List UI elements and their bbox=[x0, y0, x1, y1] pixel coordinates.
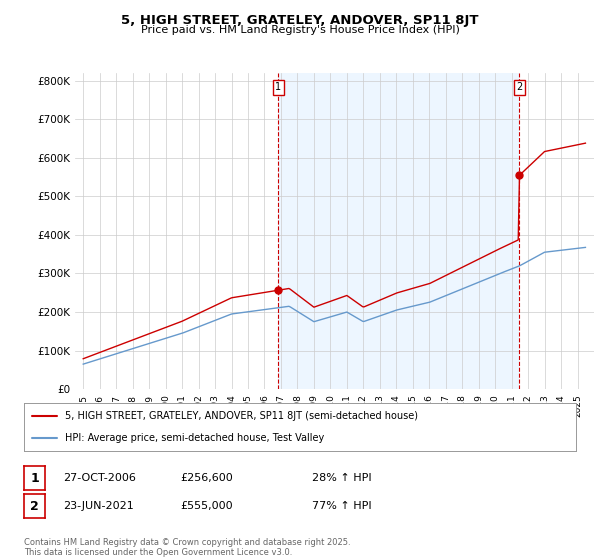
Text: 5, HIGH STREET, GRATELEY, ANDOVER, SP11 8JT (semi-detached house): 5, HIGH STREET, GRATELEY, ANDOVER, SP11 … bbox=[65, 411, 418, 421]
Text: 1: 1 bbox=[275, 82, 281, 92]
Text: 2: 2 bbox=[30, 500, 39, 513]
Text: 77% ↑ HPI: 77% ↑ HPI bbox=[312, 501, 371, 511]
Text: 27-OCT-2006: 27-OCT-2006 bbox=[63, 473, 136, 483]
Text: 2: 2 bbox=[516, 82, 523, 92]
Text: 28% ↑ HPI: 28% ↑ HPI bbox=[312, 473, 371, 483]
Text: £555,000: £555,000 bbox=[180, 501, 233, 511]
Bar bbox=[278, 73, 520, 389]
Text: Contains HM Land Registry data © Crown copyright and database right 2025.
This d: Contains HM Land Registry data © Crown c… bbox=[24, 538, 350, 557]
Text: HPI: Average price, semi-detached house, Test Valley: HPI: Average price, semi-detached house,… bbox=[65, 433, 325, 443]
Text: 23-JUN-2021: 23-JUN-2021 bbox=[63, 501, 134, 511]
Text: 5, HIGH STREET, GRATELEY, ANDOVER, SP11 8JT: 5, HIGH STREET, GRATELEY, ANDOVER, SP11 … bbox=[121, 14, 479, 27]
Text: 1: 1 bbox=[30, 472, 39, 485]
Text: Price paid vs. HM Land Registry's House Price Index (HPI): Price paid vs. HM Land Registry's House … bbox=[140, 25, 460, 35]
Text: £256,600: £256,600 bbox=[180, 473, 233, 483]
